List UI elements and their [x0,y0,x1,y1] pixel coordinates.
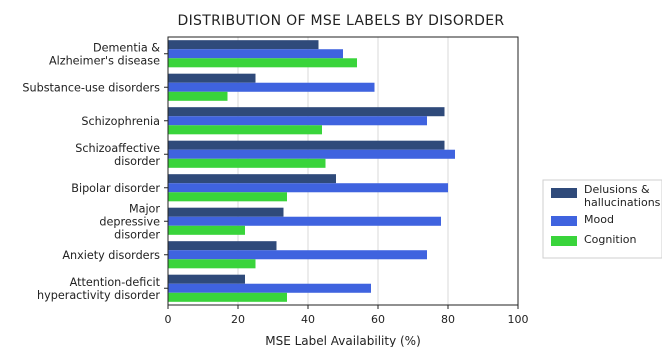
bar-2-2 [168,125,322,135]
category-label-5-0: Major [129,202,160,215]
bar-4-1 [168,183,448,193]
legend-label-0-0: Delusions & [584,183,650,196]
bar-6-2 [168,259,256,269]
category-label-0-1: Alzheimer's disease [49,54,160,67]
bar-7-2 [168,292,287,302]
category-label-5-1: depressive [99,215,160,228]
x-tick-label-4: 80 [441,313,455,326]
bar-3-1 [168,149,455,159]
x-tick-label-5: 100 [508,313,529,326]
x-tick-label-3: 60 [371,313,385,326]
category-label-3-1: disorder [114,155,160,168]
category-label-4-0: Bipolar disorder [71,182,160,195]
category-label-2-0: Schizophrenia [81,115,160,128]
chart-title: DISTRIBUTION OF MSE LABELS BY DISORDER [178,13,505,29]
bar-3-0 [168,140,445,150]
legend-swatch-1 [551,216,577,226]
x-ticks: 0 20 40 60 80 100 [165,305,529,326]
category-label-1-0: Substance-use disorders [22,81,160,94]
bar-2-0 [168,107,445,117]
bar-0-2 [168,58,357,68]
category-label-5-2: disorder [114,228,160,241]
bar-5-1 [168,216,441,226]
x-tick-label-2: 40 [301,313,315,326]
x-tick-label-1: 20 [231,313,245,326]
bar-6-0 [168,241,277,251]
bar-4-2 [168,192,287,202]
bar-1-0 [168,73,256,83]
bar-5-2 [168,225,245,235]
bar-6-1 [168,250,427,260]
grid [237,37,449,305]
bars [168,40,455,302]
legend-label-1-0: Mood [584,213,614,226]
bar-5-0 [168,207,284,217]
bar-1-1 [168,82,375,92]
legend-swatch-2 [551,236,577,246]
legend-label-2-0: Cognition [584,233,637,246]
legend-swatch-0 [551,188,577,198]
bar-2-1 [168,116,427,126]
y-labels: Dementia &Alzheimer's disease Substance-u… [22,41,168,302]
plot-frame [167,36,519,306]
bar-4-0 [168,174,336,184]
category-label-0-0: Dementia & [93,41,160,54]
category-label-3-0: Schizoaffective [75,142,160,155]
legend: Delusions &hallucinations Mood Cognition [542,179,662,259]
x-axis-label: MSE Label Availability (%) [265,334,421,347]
x-tick-label-0: 0 [165,313,172,326]
legend-label-0-1: hallucinations [584,196,661,209]
category-label-7-1: hyperactivity disorder [37,289,160,302]
bar-1-2 [168,91,228,101]
bar-0-1 [168,49,343,59]
bar-0-0 [168,40,319,50]
category-label-6-0: Anxiety disorders [62,249,160,262]
bar-3-2 [168,158,326,168]
bar-7-1 [168,283,371,293]
bar-7-0 [168,274,245,284]
category-label-7-0: Attention-deficit [70,276,161,289]
